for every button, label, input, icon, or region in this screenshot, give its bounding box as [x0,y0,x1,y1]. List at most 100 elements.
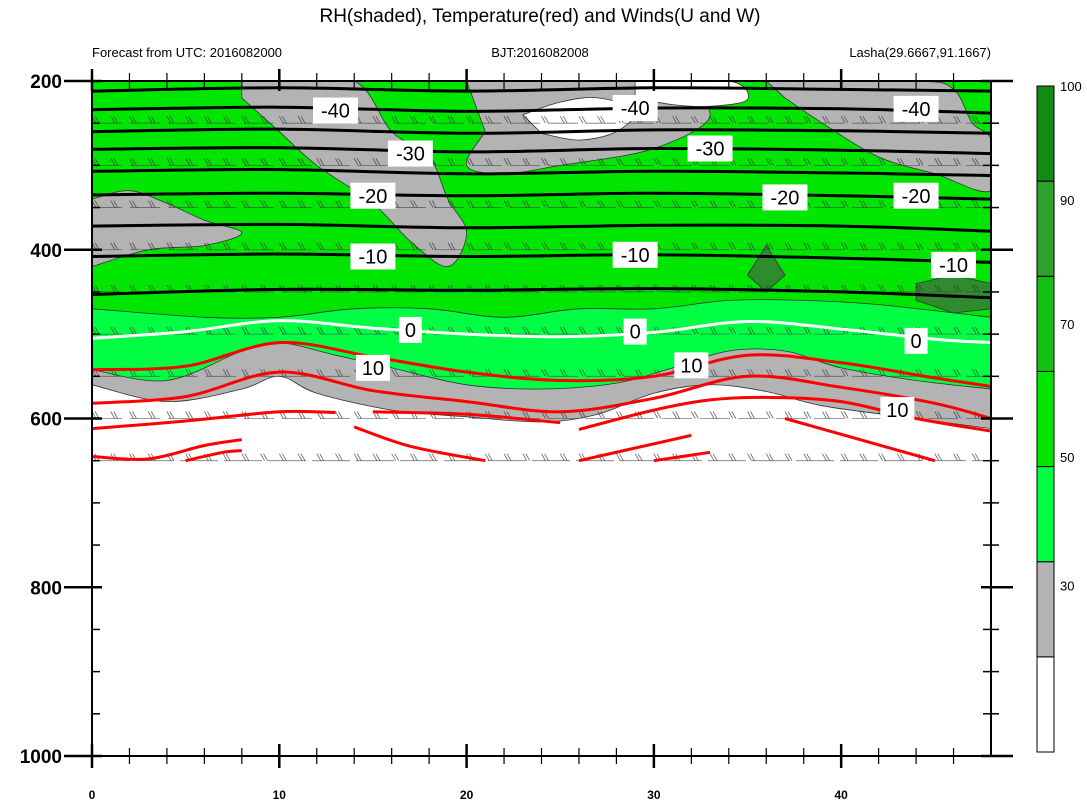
contour-label-box [612,95,658,121]
wind-barb [803,453,809,461]
wind-barb [150,200,156,208]
wind-barb [260,453,265,461]
wind-barb [241,453,247,461]
wind-barb [185,158,190,166]
wind-barb [825,158,830,166]
wind-barb [154,81,156,82]
wind-barb [616,158,621,166]
wind-barb [559,369,565,377]
wind-barb [656,200,662,208]
wind-barb [994,116,998,123]
wind-barb [410,369,415,377]
wind-barb [503,453,509,461]
wind-barb [675,242,680,250]
wind-barb [994,454,998,461]
wind-barb [672,411,677,419]
wind-barb [672,158,677,166]
wind-barb [132,115,137,124]
wind-barb [806,326,812,335]
wind-barb [843,411,849,419]
wind-barb [693,242,699,250]
wind-barb [503,200,509,208]
wind-barb [937,158,943,166]
wind-barb [971,326,977,335]
wind-barb [825,81,827,82]
contour-label-text: -40 [902,99,931,121]
wind-barb [522,369,528,377]
wind-barb [113,115,119,124]
wind-barb [353,411,359,419]
wind-barb [859,115,865,124]
wind-barb [859,200,865,208]
wind-barb [132,81,134,82]
wind-barb [244,242,250,250]
wind-barb [248,81,249,82]
temperature-line-6 [92,222,991,233]
wind-barb [375,453,381,461]
wind-barb [847,81,849,82]
contour-label: -10 [350,243,396,270]
wind-barb [788,81,789,82]
wind-barb [278,200,284,208]
wind-barb [225,115,231,124]
wind-barb [956,242,961,250]
temperature-line-2 [92,127,991,135]
wind-barb [188,411,193,419]
wind-barb [450,158,456,166]
wind-barb [619,158,624,166]
wind-barb [994,327,998,334]
rh-gray-patch-1 [241,81,468,268]
wind-barb [897,242,902,250]
wind-barb [541,200,546,208]
contour-label-box [762,184,808,211]
wind-barb [147,411,153,419]
wind-barb [918,242,924,250]
wind-barb [241,200,247,208]
wind-barb [709,411,715,419]
wind-barb [281,453,287,461]
wind-barb [372,453,378,461]
wind-barb [803,369,809,377]
wind-barb [803,115,809,124]
wind-barb [300,453,306,461]
wind-barb [934,242,940,250]
wind-barb [934,453,940,461]
wind-barb [151,81,153,82]
wind-barb [806,115,812,124]
wind-barb [953,200,958,208]
wind-barb [709,326,715,335]
wind-barb [616,369,621,377]
wind-barb [431,453,437,461]
wind-barb [281,158,287,166]
wind-barb [597,411,603,419]
wind-barb [787,411,793,419]
wind-barb [974,115,980,124]
wind-barb [900,242,905,250]
temperature-line-14 [578,395,991,433]
wind-barb [866,81,867,82]
wind-barb [619,326,624,335]
wind-barb [597,369,603,377]
wind-barb [918,411,924,419]
wind-barb [690,242,696,250]
wind-barb [189,81,190,82]
wind-barb [132,158,137,166]
wind-barb [410,115,415,124]
wind-barb [285,81,287,82]
wind-barb [281,242,287,250]
wind-barb [915,284,921,293]
wind-barb [113,158,119,166]
contour-label-box [931,251,977,278]
wind-barb [915,158,921,166]
wind-barb [975,81,977,82]
wind-barb [241,242,247,250]
wind-barb [225,200,231,208]
wind-barb [768,158,774,166]
wind-barb [953,158,958,166]
wind-barb [559,158,565,166]
wind-barb [731,369,737,377]
wind-barb [953,369,958,377]
wind-barb [676,81,677,82]
wind-barb [244,369,250,377]
wind-barb [693,200,699,208]
